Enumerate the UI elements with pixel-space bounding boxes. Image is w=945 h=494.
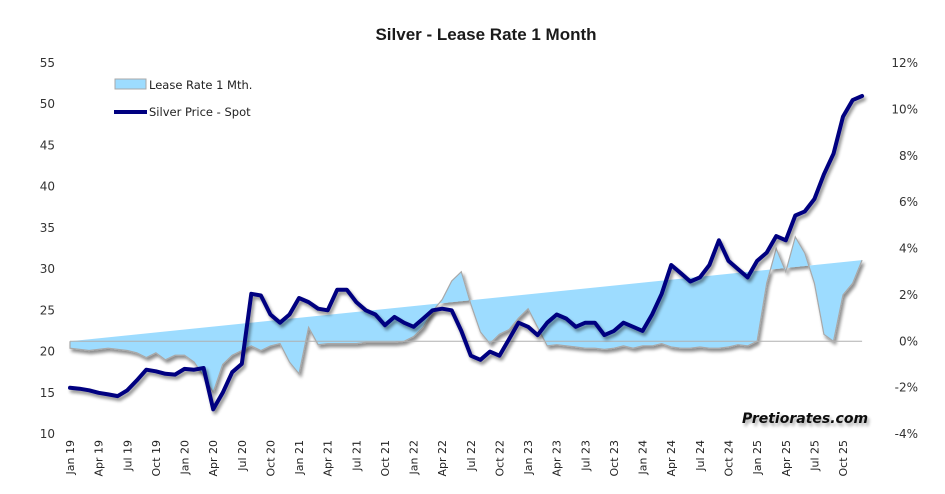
left-tick-label: 10 — [40, 427, 55, 441]
left-tick-label: 55 — [40, 56, 55, 70]
lease-rate-area — [69, 235, 863, 394]
x-tick-label: Oct 24 — [722, 440, 735, 477]
chart-title: Silver - Lease Rate 1 Month — [375, 25, 596, 44]
right-tick-label: 6% — [899, 195, 918, 209]
legend-swatch-lease — [114, 78, 147, 90]
silver-price-line — [68, 94, 865, 412]
right-tick-label: 12% — [891, 56, 918, 70]
x-tick-label: Jan 24 — [637, 440, 650, 475]
left-tick-label: 20 — [40, 345, 55, 359]
x-tick-label: Apr 19 — [93, 440, 106, 477]
left-tick-label: 15 — [40, 386, 55, 400]
left-tick-label: 50 — [40, 97, 55, 111]
x-tick-label: Jul 22 — [465, 440, 478, 472]
watermark: Pretiorates.com — [742, 411, 868, 427]
x-tick-label: Apr 21 — [322, 440, 335, 477]
x-tick-label: Jul 21 — [350, 440, 363, 472]
x-tick-label: Oct 21 — [379, 440, 392, 477]
left-tick-label: 25 — [40, 303, 55, 317]
legend-label-price: Silver Price - Spot — [149, 105, 251, 119]
left-tick-label: 35 — [40, 221, 55, 235]
left-axis-ticks: 55 50 45 40 35 30 25 20 15 10 — [40, 56, 55, 441]
x-tick-label: Jul 19 — [121, 440, 134, 472]
x-tick-label: Apr 25 — [780, 440, 793, 477]
right-tick-label: 4% — [899, 242, 918, 256]
silver-price-series — [68, 94, 865, 412]
legend-label-lease: Lease Rate 1 Mth. — [149, 78, 252, 92]
x-tick-label: Jan 22 — [408, 440, 421, 475]
x-tick-label: Jan 23 — [522, 440, 535, 475]
right-tick-label: 0% — [899, 334, 918, 348]
lease-rate-series — [69, 235, 863, 394]
right-tick-label: 8% — [899, 149, 918, 163]
x-tick-label: Oct 20 — [264, 440, 277, 477]
plot-area — [68, 94, 865, 412]
x-tick-label: Apr 20 — [207, 440, 220, 477]
x-tick-label: Oct 19 — [150, 440, 163, 477]
right-tick-label: -4% — [895, 427, 918, 441]
x-tick-label: Oct 22 — [493, 440, 506, 477]
x-tick-label: Jul 23 — [579, 440, 592, 472]
x-tick-label: Apr 24 — [665, 440, 678, 477]
right-tick-label: 2% — [899, 288, 918, 302]
right-axis-ticks: 12% 10% 8% 6% 4% 2% 0% -2% -4% — [891, 56, 918, 441]
x-tick-label: Jul 20 — [236, 440, 249, 472]
legend: Lease Rate 1 Mth. Silver Price - Spot — [114, 78, 252, 119]
x-tick-label: Jan 19 — [64, 440, 77, 475]
x-tick-label: Oct 25 — [837, 440, 850, 477]
x-tick-label: Jul 24 — [694, 440, 707, 472]
x-tick-label: Jan 21 — [293, 440, 306, 475]
x-tick-label: Jan 20 — [179, 440, 192, 475]
right-tick-label: 10% — [891, 102, 918, 116]
x-tick-label: Apr 23 — [551, 440, 564, 477]
left-tick-label: 40 — [40, 180, 55, 194]
left-tick-label: 30 — [40, 262, 55, 276]
x-axis-ticks: Jan 19 Apr 19 Jul 19 Oct 19 Jan 20 Apr 20 Jul … — [64, 440, 850, 477]
x-tick-label: Apr 22 — [436, 440, 449, 477]
left-tick-label: 45 — [40, 138, 55, 152]
x-tick-label: Jul 25 — [808, 440, 821, 472]
x-tick-label: Oct 23 — [608, 440, 621, 477]
x-tick-label: Jan 25 — [751, 440, 764, 475]
right-tick-label: -2% — [895, 381, 918, 395]
